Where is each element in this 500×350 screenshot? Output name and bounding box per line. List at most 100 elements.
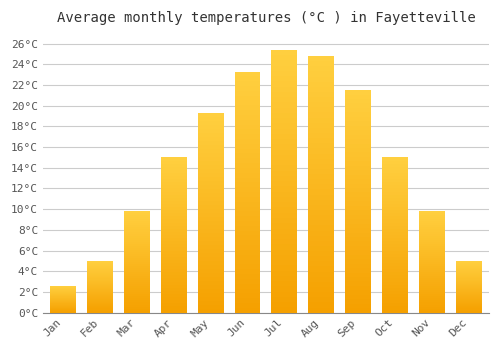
Bar bbox=[198, 309, 224, 313]
Bar bbox=[419, 278, 444, 280]
Bar bbox=[161, 309, 186, 313]
Bar bbox=[161, 238, 186, 241]
Bar bbox=[456, 296, 481, 297]
Bar bbox=[345, 153, 371, 157]
Bar bbox=[419, 270, 444, 272]
Bar bbox=[382, 163, 408, 167]
Bar bbox=[87, 288, 113, 289]
Bar bbox=[456, 267, 481, 268]
Bar bbox=[272, 302, 297, 307]
Bar bbox=[50, 305, 76, 306]
Bar bbox=[419, 230, 444, 231]
Bar bbox=[419, 299, 444, 300]
Bar bbox=[419, 221, 444, 223]
Bar bbox=[272, 187, 297, 192]
Bar bbox=[50, 310, 76, 311]
Bar bbox=[308, 266, 334, 272]
Bar bbox=[87, 273, 113, 274]
Bar bbox=[198, 133, 224, 137]
Bar bbox=[124, 296, 150, 299]
Bar bbox=[272, 124, 297, 129]
Bar bbox=[382, 303, 408, 307]
Bar bbox=[198, 165, 224, 169]
Bar bbox=[308, 256, 334, 261]
Bar bbox=[456, 273, 481, 274]
Bar bbox=[87, 265, 113, 266]
Bar bbox=[419, 300, 444, 302]
Bar bbox=[419, 240, 444, 242]
Bar bbox=[308, 174, 334, 179]
Bar bbox=[456, 293, 481, 294]
Bar bbox=[345, 170, 371, 175]
Bar bbox=[87, 274, 113, 275]
Bar bbox=[234, 274, 260, 279]
Bar bbox=[308, 272, 334, 277]
Bar bbox=[234, 144, 260, 149]
Bar bbox=[345, 175, 371, 179]
Bar bbox=[198, 245, 224, 249]
Bar bbox=[456, 310, 481, 312]
Bar bbox=[345, 144, 371, 148]
Bar bbox=[87, 285, 113, 286]
Bar bbox=[308, 205, 334, 210]
Bar bbox=[87, 301, 113, 302]
Bar bbox=[50, 299, 76, 300]
Bar bbox=[272, 134, 297, 139]
Bar bbox=[161, 294, 186, 297]
Bar bbox=[382, 216, 408, 219]
Bar bbox=[234, 110, 260, 115]
Bar bbox=[456, 312, 481, 313]
Bar bbox=[198, 149, 224, 153]
Bar bbox=[382, 238, 408, 241]
Bar bbox=[124, 213, 150, 215]
Bar bbox=[161, 291, 186, 294]
Bar bbox=[234, 298, 260, 303]
Bar bbox=[456, 280, 481, 281]
Bar bbox=[87, 281, 113, 282]
Bar bbox=[382, 223, 408, 226]
Bar bbox=[161, 198, 186, 201]
Bar bbox=[198, 181, 224, 185]
Bar bbox=[198, 197, 224, 201]
Bar bbox=[272, 244, 297, 250]
Bar bbox=[382, 161, 408, 163]
Bar bbox=[124, 264, 150, 266]
Bar bbox=[161, 263, 186, 266]
Bar bbox=[234, 120, 260, 125]
Bar bbox=[345, 277, 371, 281]
Bar bbox=[419, 256, 444, 258]
Bar bbox=[382, 266, 408, 269]
Bar bbox=[234, 86, 260, 91]
Bar bbox=[272, 171, 297, 176]
Bar bbox=[456, 307, 481, 308]
Bar bbox=[124, 268, 150, 270]
Bar bbox=[50, 311, 76, 312]
Bar bbox=[456, 261, 481, 262]
Bar bbox=[234, 182, 260, 187]
Bar bbox=[456, 283, 481, 284]
Bar bbox=[382, 158, 408, 161]
Bar bbox=[272, 139, 297, 145]
Bar bbox=[50, 286, 76, 287]
Bar bbox=[456, 271, 481, 272]
Bar bbox=[382, 204, 408, 207]
Bar bbox=[124, 219, 150, 221]
Bar bbox=[234, 71, 260, 76]
Bar bbox=[87, 289, 113, 290]
Bar bbox=[234, 177, 260, 182]
Bar bbox=[272, 271, 297, 276]
Bar bbox=[345, 166, 371, 170]
Bar bbox=[345, 148, 371, 153]
Bar bbox=[456, 278, 481, 279]
Bar bbox=[419, 241, 444, 244]
Bar bbox=[87, 294, 113, 295]
Bar bbox=[308, 261, 334, 266]
Bar bbox=[308, 302, 334, 308]
Bar bbox=[308, 77, 334, 82]
Bar bbox=[198, 145, 224, 149]
Bar bbox=[308, 189, 334, 195]
Bar bbox=[234, 245, 260, 250]
Bar bbox=[87, 262, 113, 263]
Bar bbox=[456, 302, 481, 303]
Bar bbox=[124, 309, 150, 310]
